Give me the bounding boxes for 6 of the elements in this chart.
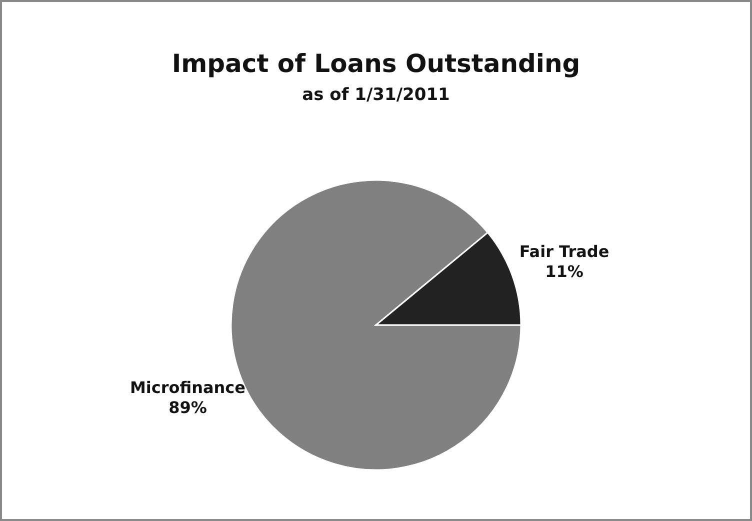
chart-title: Impact of Loans Outstanding (172, 49, 580, 78)
slice-label: Fair Trade (519, 242, 610, 262)
data-label: 89% (168, 398, 207, 417)
slice-label: Microfinance (130, 378, 246, 397)
chart-subtitle: as of 1/31/2011 (302, 85, 450, 105)
data-label: 11% (545, 262, 584, 282)
